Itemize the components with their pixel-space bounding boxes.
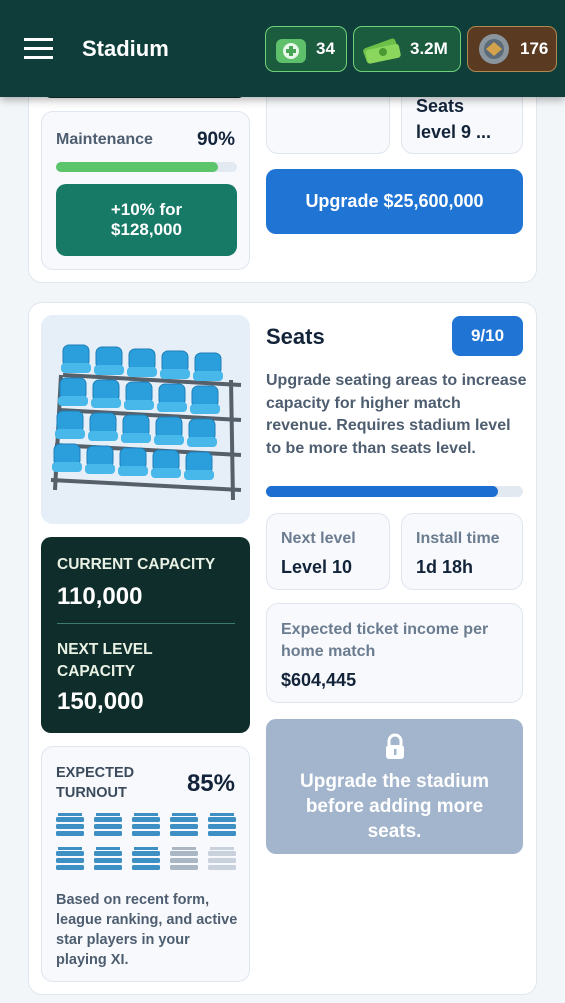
token-badge[interactable]: 176 — [467, 26, 557, 72]
seats-progress — [266, 486, 523, 497]
level-badge: 9/10 — [452, 316, 523, 356]
current-capacity-value: 110,000 — [57, 583, 143, 610]
ticket-income-box: Expected ticket income per home match $6… — [266, 603, 523, 703]
install-time-label: Install time — [416, 530, 500, 547]
medkit-badge[interactable]: 34 — [265, 26, 347, 72]
seats-description: Upgrade seating areas to increase capaci… — [266, 372, 527, 457]
upgrade-button[interactable]: Upgrade $25,600,000 — [266, 169, 523, 234]
ticket-income-value: $604,445 — [281, 670, 357, 690]
turnout-note: Based on recent form, league ranking, an… — [56, 892, 238, 968]
menu-button[interactable] — [24, 38, 53, 60]
capacity-box: CURRENT CAPACITY 110,000 NEXT LEVEL CAPA… — [41, 537, 250, 733]
install-time-box: Install time 1d 18h — [401, 513, 523, 590]
next-level-value: Level 10 — [281, 557, 353, 577]
medkit-count: 34 — [316, 39, 335, 58]
current-capacity-label: CURRENT CAPACITY — [57, 556, 216, 573]
locked-text: Upgrade the stadium before adding more s… — [300, 771, 489, 842]
token-count: 176 — [520, 39, 549, 58]
turnout-label: EXPECTED TURNOUT — [56, 765, 135, 801]
seats-level-text: Seats level 9 ... — [416, 96, 492, 142]
maintenance-bar — [56, 162, 237, 172]
title: Stadium — [82, 36, 169, 61]
next-capacity-label: NEXT LEVEL CAPACITY — [57, 641, 153, 680]
maintenance-box: Maintenance 90% +10% for $128,000 — [41, 111, 250, 270]
next-level-box: Next level Level 10 — [266, 513, 390, 590]
ticket-income-label: Expected ticket income per home match — [281, 621, 489, 660]
seats-title: Seats — [266, 324, 325, 349]
install-time-value: 1d 18h — [416, 557, 474, 577]
maintenance-button[interactable]: +10% for $128,000 — [56, 184, 237, 256]
turnout-box: EXPECTED TURNOUT 85% Based on recent for… — [41, 746, 250, 982]
maintenance-value: 90% — [196, 129, 235, 150]
locked-button[interactable]: Upgrade the stadium before adding more s… — [266, 719, 523, 854]
next-level-label: Next level — [281, 530, 356, 547]
cash-amount: 3.2M — [410, 39, 448, 58]
divider — [57, 623, 235, 624]
maintenance-label: Maintenance — [56, 131, 153, 148]
next-capacity-value: 150,000 — [57, 688, 144, 715]
turnout-icons — [56, 813, 236, 870]
seats-image — [41, 315, 250, 524]
cash-badge[interactable]: 3.2M — [353, 26, 461, 72]
header: Stadium 34 3.2M 176 — [0, 0, 565, 97]
turnout-value: 85% — [186, 770, 235, 797]
